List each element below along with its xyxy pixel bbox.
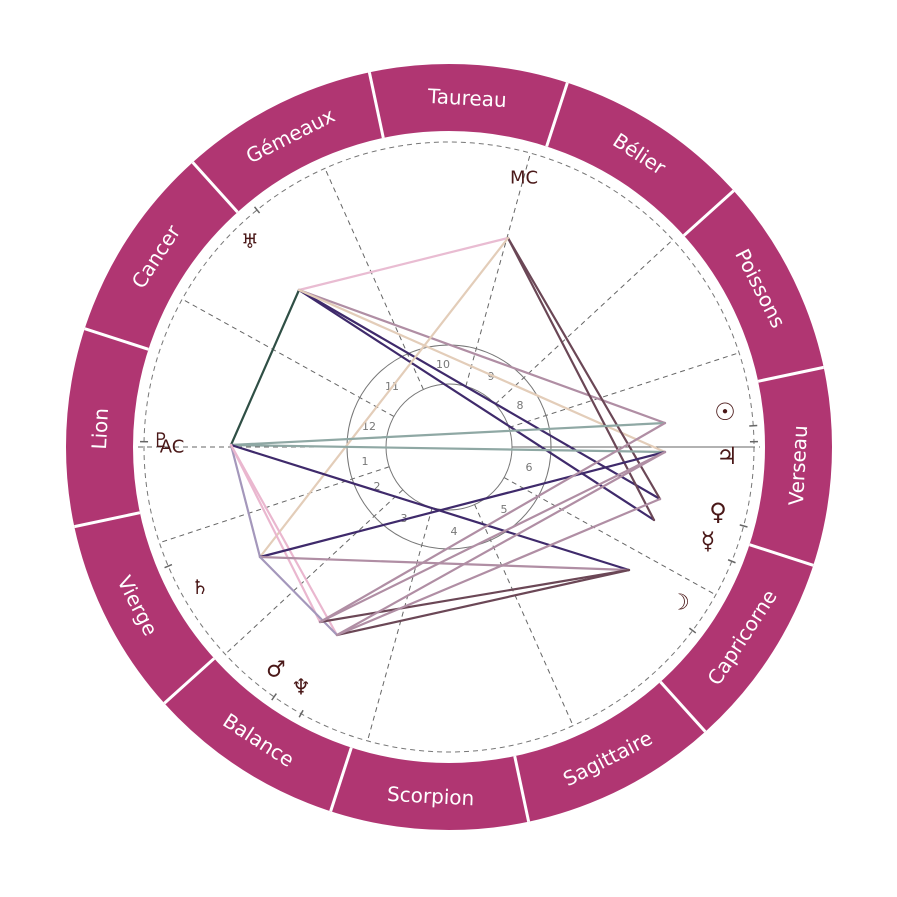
house-number-3: 3 bbox=[401, 512, 408, 525]
aspect-line-C-F bbox=[506, 236, 662, 501]
sign-divider bbox=[367, 72, 385, 139]
venus-icon: ♀ bbox=[709, 498, 727, 526]
house-cusp-5 bbox=[474, 504, 574, 726]
sign-divider bbox=[749, 543, 814, 567]
aspect-line-K-E bbox=[335, 450, 667, 637]
sign-divider bbox=[545, 82, 569, 147]
angle-label-ac: AC bbox=[160, 437, 185, 458]
house-cusp-2 bbox=[159, 466, 390, 544]
zodiac-ring-band bbox=[66, 64, 832, 830]
aspect-line-K-F bbox=[335, 497, 662, 637]
house-cusp-9 bbox=[494, 239, 674, 405]
angle-label-mc: MC bbox=[510, 168, 538, 189]
aspect-line-A-I bbox=[229, 443, 262, 559]
aspect-line-J-H bbox=[318, 568, 631, 624]
sign-divider bbox=[191, 161, 239, 214]
house-number-1: 1 bbox=[362, 455, 369, 468]
uranus-icon: ♅ bbox=[241, 229, 259, 253]
sign-divider bbox=[329, 747, 353, 812]
aspect-line-B-G bbox=[297, 288, 656, 522]
sign-divider bbox=[84, 327, 149, 351]
house-cusp-12 bbox=[181, 298, 395, 417]
house-cusp-8 bbox=[508, 352, 740, 429]
house-number-10: 10 bbox=[436, 358, 450, 371]
aspect-line-I-H bbox=[258, 555, 631, 572]
house-number-2: 2 bbox=[374, 480, 381, 493]
neptune-icon: ♆ bbox=[291, 676, 311, 701]
house-number-4: 4 bbox=[451, 525, 458, 538]
house-number-8: 8 bbox=[517, 399, 524, 412]
mars-icon: ♂ bbox=[266, 658, 286, 683]
sign-divider bbox=[74, 511, 141, 529]
sign-divider bbox=[513, 755, 531, 822]
sign-divider bbox=[163, 657, 216, 705]
zodiac-ring: VerseauPoissonsBélierTaureauGémeauxCance… bbox=[66, 64, 832, 830]
house-number-12: 12 bbox=[362, 420, 376, 433]
mercury-icon: ☿ bbox=[701, 527, 716, 555]
aspect-line-J-E bbox=[318, 450, 667, 624]
aspect-line-B-C bbox=[297, 236, 510, 292]
aspect-line-A-E bbox=[229, 443, 667, 454]
planet-tick bbox=[298, 709, 304, 718]
saturn-icon: ♄ bbox=[191, 575, 209, 599]
planet-tick bbox=[271, 693, 277, 701]
jupiter-icon: ♃ bbox=[716, 442, 738, 470]
planet-tick bbox=[688, 627, 697, 634]
aspect-line-A-J bbox=[229, 443, 322, 624]
house-number-9: 9 bbox=[488, 370, 495, 383]
house-cusp-6 bbox=[503, 477, 717, 596]
aspect-line-C-G bbox=[506, 236, 656, 522]
sign-label-3: Taureau bbox=[426, 84, 507, 112]
planet-tick bbox=[253, 206, 261, 214]
house-cusp-4 bbox=[367, 507, 433, 742]
sign-label-0: Verseau bbox=[784, 425, 812, 506]
planet-tick bbox=[727, 559, 736, 564]
aspect-lines bbox=[229, 236, 667, 637]
sign-divider bbox=[757, 365, 824, 383]
planet-tick bbox=[749, 424, 758, 427]
house-cusp-3 bbox=[224, 489, 404, 655]
aspect-line-A-D bbox=[229, 421, 667, 447]
planet-glyphs: ☉ ♃ ♀☿ ☽ ♄ ♂♆ ♅ ♇AC MC bbox=[152, 168, 738, 701]
house-number-5: 5 bbox=[501, 503, 508, 516]
aspect-line-A-H bbox=[229, 443, 631, 572]
aspect-line-A-B bbox=[229, 288, 301, 447]
aspect-line-A-K bbox=[229, 443, 339, 637]
sign-label-9: Scorpion bbox=[386, 782, 474, 811]
house-cusp-10 bbox=[465, 152, 531, 387]
aspect-line-J-D bbox=[318, 421, 667, 624]
house-number-6: 6 bbox=[526, 461, 533, 474]
planet-tick bbox=[164, 563, 173, 569]
sign-divider bbox=[682, 189, 735, 237]
planet-tick bbox=[739, 524, 748, 528]
aspect-line-C-I bbox=[258, 236, 510, 559]
aspect-line-B-F bbox=[297, 288, 662, 501]
aspect-line-K-H bbox=[335, 568, 631, 637]
sign-divider bbox=[659, 680, 707, 733]
pluto-icon: ♇ bbox=[152, 428, 170, 452]
sign-label-6: Lion bbox=[87, 407, 113, 450]
moon-icon: ☽ bbox=[670, 591, 690, 616]
sun-icon: ☉ bbox=[714, 398, 736, 426]
aspect-line-I-E bbox=[258, 450, 667, 559]
